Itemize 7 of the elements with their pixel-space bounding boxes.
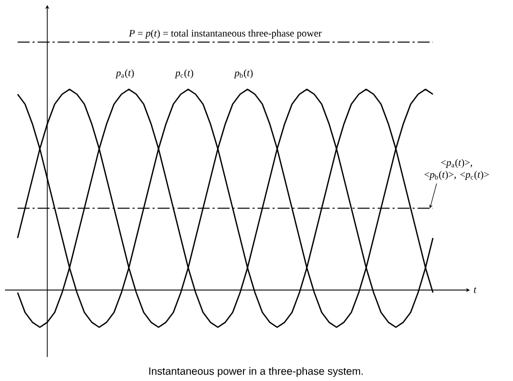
series-label: p$_{c}$(t) xyxy=(174,69,194,78)
series-label: p$_{b}$(t) xyxy=(234,69,253,78)
text: <p$_{a}$(t)>, <p$_{b}$(t)>, <p$_{c}$(t)> xyxy=(424,158,489,180)
x-axis-title: t xyxy=(474,287,477,293)
series-label: p$_{a}$(t) xyxy=(115,69,134,78)
text: Instantaneous power in a three-phase system. xyxy=(149,367,363,377)
series-label: P = p(t) = total instantaneous three-phase power xyxy=(128,30,322,39)
